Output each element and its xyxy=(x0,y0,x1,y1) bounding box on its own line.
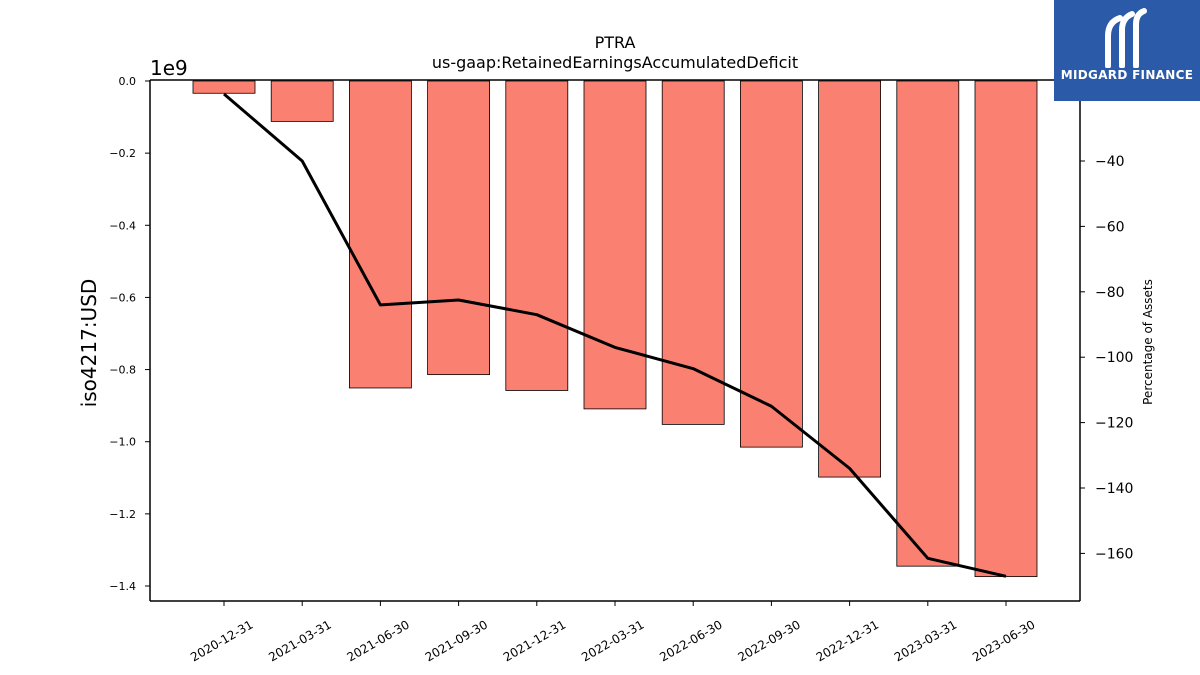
percentage-line xyxy=(223,92,1007,578)
chart-title: PTRA xyxy=(595,33,636,52)
y-tick-label: −0.6 xyxy=(109,291,136,304)
bar-2021-03-31 xyxy=(270,80,334,122)
x-tick-label: 2020-12-31 xyxy=(188,617,255,664)
y2-tick-label: −120 xyxy=(1095,416,1133,432)
y-tick-label: −1.4 xyxy=(109,580,136,593)
y2-axis-label: Percentage of Assets xyxy=(1141,279,1155,405)
bar-2021-06-30 xyxy=(348,80,412,389)
y2-tick-label: −140 xyxy=(1095,481,1133,497)
y2-tick-label: −160 xyxy=(1095,546,1133,562)
y-tick-label: −0.8 xyxy=(109,364,136,377)
y2-tick-label: −100 xyxy=(1095,350,1133,366)
chart-subtitle: us-gaap:RetainedEarningsAccumulatedDefic… xyxy=(432,53,798,72)
bar-2022-06-30 xyxy=(661,80,725,425)
y-tick-label: −0.4 xyxy=(109,219,136,232)
bar-2022-03-31 xyxy=(583,80,647,410)
x-tick-label: 2022-06-30 xyxy=(657,617,724,664)
y-tick-label: −1.2 xyxy=(109,508,136,521)
bar-2022-12-31 xyxy=(818,80,881,478)
y-tick-label: −0.2 xyxy=(109,147,136,160)
brand-name: MIDGARD FINANCE xyxy=(1060,68,1194,82)
x-tick-label: 2022-09-30 xyxy=(735,617,802,664)
x-tick-label: 2021-09-30 xyxy=(423,617,490,664)
x-tick-label: 2023-06-30 xyxy=(970,617,1037,664)
y-axis-label: iso4217:USD xyxy=(77,279,101,408)
y-tick-label: 0.0 xyxy=(119,75,137,88)
x-tick-label: 2022-03-31 xyxy=(579,617,646,664)
y2-tick-label: −40 xyxy=(1095,154,1125,170)
bar-2020-12-31 xyxy=(192,80,256,94)
line-group xyxy=(223,92,1007,578)
x-tick-label: 2022-12-31 xyxy=(814,617,881,664)
bar-2023-03-31 xyxy=(896,80,960,567)
x-tick-label: 2021-03-31 xyxy=(266,617,333,664)
midgard-logo-icon xyxy=(1105,8,1147,68)
brand-logo: MIDGARD FINANCE xyxy=(1054,0,1200,101)
bar-2022-09-30 xyxy=(740,80,803,448)
x-tick-label: 2021-06-30 xyxy=(344,617,411,664)
y-offset-label: 1e9 xyxy=(150,56,188,80)
y2-tick-label: −80 xyxy=(1095,285,1125,301)
y2-tick-label: −60 xyxy=(1095,219,1125,235)
bars-group xyxy=(192,80,1038,578)
bar-2023-06-30 xyxy=(974,80,1038,578)
x-tick-label: 2021-12-31 xyxy=(501,617,568,664)
bar-2021-09-30 xyxy=(427,80,491,376)
y-tick-label: −1.0 xyxy=(109,436,136,449)
bar-2021-12-31 xyxy=(505,80,569,391)
x-tick-label: 2023-03-31 xyxy=(892,617,959,664)
